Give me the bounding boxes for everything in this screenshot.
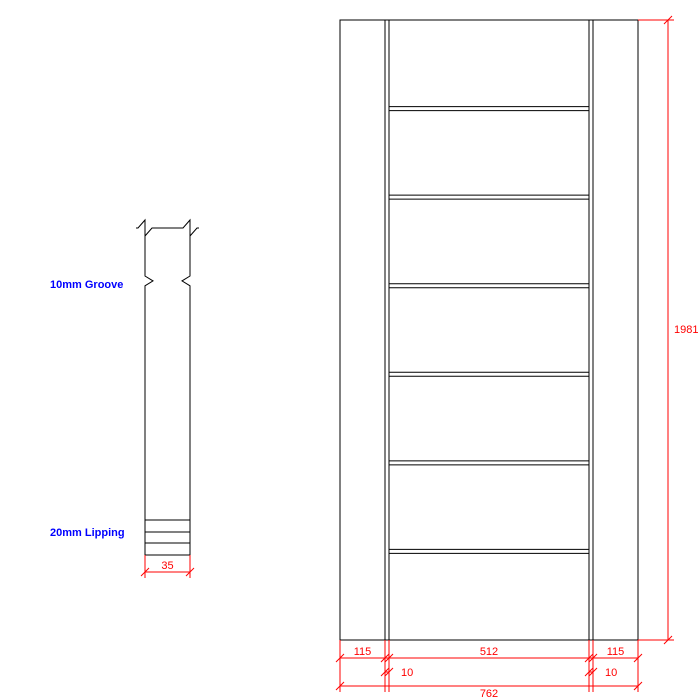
- dim-section-width-value: 35: [161, 560, 173, 572]
- dim-height-value: 1981: [674, 324, 698, 336]
- dim-stile-left: 115: [354, 646, 372, 658]
- dim-stile-right: 115: [607, 646, 625, 658]
- break-symbol: [136, 220, 154, 236]
- break-symbol: [181, 220, 199, 236]
- dim-groove-right: 10: [605, 667, 617, 679]
- dim-center: 512: [480, 646, 498, 658]
- dim-groove-left: 10: [401, 667, 413, 679]
- label-groove: 10mm Groove: [50, 279, 123, 291]
- section-right-edge: [182, 228, 190, 555]
- dim-total-value: 762: [480, 688, 498, 700]
- label-lipping: 20mm Lipping: [50, 527, 125, 539]
- section-left-edge: [145, 228, 153, 555]
